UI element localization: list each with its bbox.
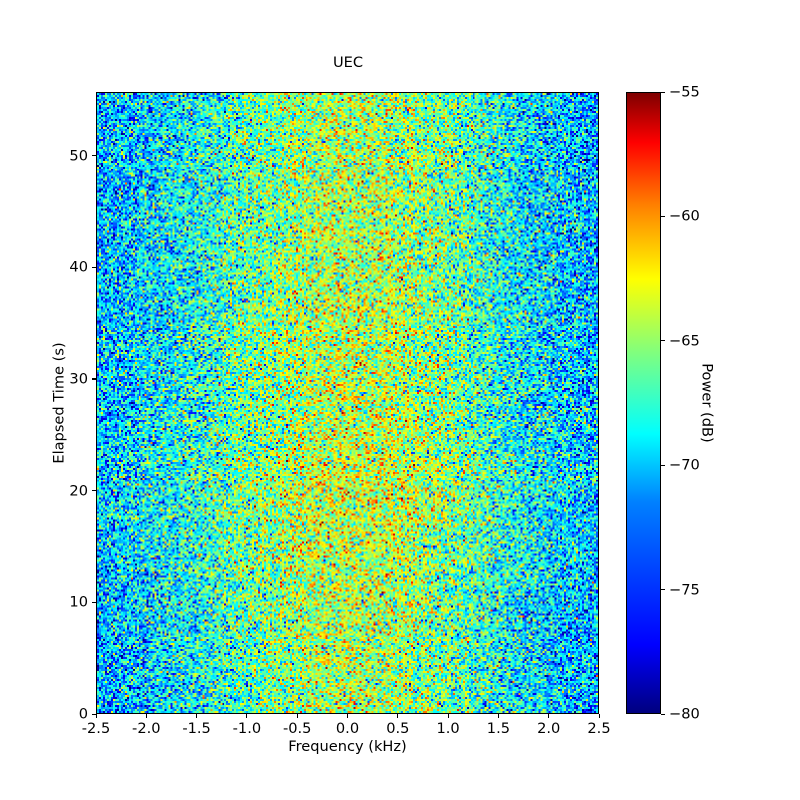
y-tick-mark (92, 155, 96, 157)
y-tick-mark (92, 601, 96, 603)
x-tick-mark (95, 714, 97, 718)
x-tick-mark (548, 714, 550, 718)
colorbar-tick-label: −70 (669, 456, 700, 474)
colorbar-tick-mark (661, 713, 665, 715)
x-tick-mark (196, 714, 198, 718)
colorbar-tick-mark (661, 589, 665, 591)
x-tick-mark (347, 714, 349, 718)
x-tick-label: 0.5 (386, 720, 410, 737)
colorbar-tick-label: −75 (669, 581, 700, 599)
y-tick-mark (92, 266, 96, 268)
spectrogram-plot-area (96, 92, 599, 714)
colorbar-tick-mark (661, 91, 665, 93)
x-tick-mark (598, 714, 600, 718)
x-tick-label: 2.0 (537, 720, 561, 737)
y-tick-mark (92, 713, 96, 715)
x-tick-label: 2.5 (587, 720, 611, 737)
x-tick-mark (296, 714, 298, 718)
colorbar-tick-mark (661, 340, 665, 342)
colorbar (626, 92, 661, 714)
title-line-station: UEC (332, 54, 364, 72)
y-axis-label: Elapsed Time (s) (50, 342, 68, 464)
colorbar-tick-mark (661, 215, 665, 217)
x-axis-label: Frequency (kHz) (288, 738, 407, 755)
colorbar-label: Power (dB) (698, 363, 716, 443)
x-tick-label: 1.0 (436, 720, 460, 737)
y-tick-mark (92, 490, 96, 492)
x-tick-label: -1.5 (182, 720, 211, 737)
x-tick-label: -2.0 (132, 720, 161, 737)
x-tick-label: -0.5 (282, 720, 312, 737)
x-tick-label: 1.5 (486, 720, 510, 737)
y-tick-label: 30 (69, 370, 88, 388)
x-tick-label: -2.5 (81, 720, 111, 737)
y-tick-mark (92, 378, 96, 380)
y-tick-label: 20 (69, 482, 88, 500)
y-tick-label: 0 (78, 705, 88, 723)
colorbar-tick-label: −80 (669, 705, 700, 723)
x-tick-mark (497, 714, 499, 718)
colorbar-tick-label: −65 (669, 332, 700, 350)
spectrogram-heatmap (97, 93, 598, 713)
x-tick-mark (397, 714, 399, 718)
colorbar-tick-label: −55 (669, 83, 700, 101)
x-tick-mark (246, 714, 248, 718)
colorbar-tick-mark (661, 464, 665, 466)
y-tick-label: 40 (69, 258, 88, 276)
x-tick-mark (145, 714, 147, 718)
x-tick-label: 0.0 (335, 720, 360, 737)
colorbar-tick-label: −60 (669, 207, 700, 225)
y-tick-label: 50 (69, 147, 88, 165)
x-tick-label: -1.0 (232, 720, 262, 737)
y-tick-label: 10 (69, 593, 88, 611)
x-tick-mark (447, 714, 449, 718)
